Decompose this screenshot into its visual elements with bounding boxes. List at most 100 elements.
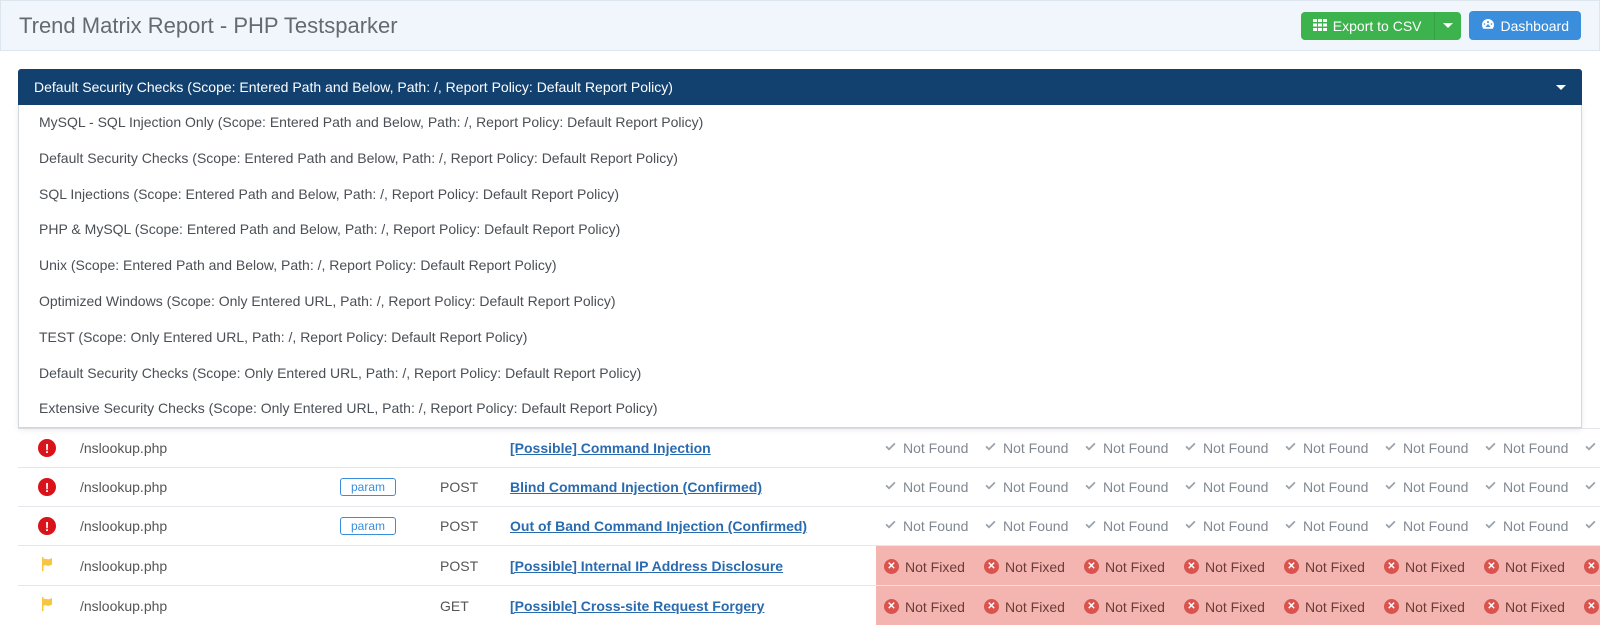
not-fixed-icon: ✕ xyxy=(884,599,899,614)
status-cell: Not Found xyxy=(1276,429,1376,468)
status-label: Not Found xyxy=(1203,518,1268,534)
vulnerability-cell: Blind Command Injection (Confirmed) xyxy=(502,468,876,507)
param-cell: param xyxy=(332,468,432,507)
table-row: /nslookup.phpGET[Possible] Cross-site Re… xyxy=(18,586,1600,625)
not-fixed-icon: ✕ xyxy=(984,559,999,574)
vulnerability-cell: [Possible] Internal IP Address Disclosur… xyxy=(502,546,876,586)
status-label: Not Found xyxy=(1103,518,1168,534)
table-row: !/nslookup.phpparamPOSTBlind Command Inj… xyxy=(18,468,1600,507)
severity-cell: ! xyxy=(18,429,72,468)
status-label: Not Found xyxy=(1203,479,1268,495)
url-cell: /nslookup.php xyxy=(72,546,332,586)
not-fixed-icon: ✕ xyxy=(1084,559,1099,574)
status-cell: Not Found xyxy=(1276,507,1376,546)
status-cell: Not Found xyxy=(1376,468,1476,507)
vulnerability-link[interactable]: [Possible] Cross-site Request Forgery xyxy=(510,598,764,614)
export-csv-label: Export to CSV xyxy=(1333,18,1422,34)
export-csv-dropdown-button[interactable] xyxy=(1434,12,1461,40)
check-icon xyxy=(1284,518,1297,534)
severity-cell xyxy=(18,546,72,586)
check-icon xyxy=(884,440,897,456)
policy-dropdown-item[interactable]: Unix (Scope: Entered Path and Below, Pat… xyxy=(19,248,1581,284)
policy-select[interactable]: Default Security Checks (Scope: Entered … xyxy=(18,69,1582,105)
status-cell: ✕Not Fixed xyxy=(1176,546,1276,586)
vulnerability-link[interactable]: [Possible] Internal IP Address Disclosur… xyxy=(510,558,783,574)
url-cell: /nslookup.php xyxy=(72,586,332,625)
not-fixed-icon: ✕ xyxy=(1084,599,1099,614)
status-label: Not Found xyxy=(1103,479,1168,495)
check-icon xyxy=(1284,440,1297,456)
status-cell: Not Found xyxy=(976,429,1076,468)
check-icon xyxy=(1584,479,1597,495)
status-cell: ✕Not Fixed xyxy=(1276,546,1376,586)
vulnerability-link[interactable]: [Possible] Command Injection xyxy=(510,440,711,456)
status-label: Not Found xyxy=(1003,518,1068,534)
check-icon xyxy=(1584,440,1597,456)
status-label: Not Found xyxy=(903,518,968,534)
vulnerability-link[interactable]: Out of Band Command Injection (Confirmed… xyxy=(510,518,807,534)
check-icon xyxy=(884,479,897,495)
gauge-icon xyxy=(1481,17,1495,34)
check-icon xyxy=(984,518,997,534)
status-label: Not Fixed xyxy=(1005,559,1065,575)
param-tag[interactable]: param xyxy=(340,517,396,535)
status-cell: ✕ Not Fixed xyxy=(876,546,976,586)
param-tag[interactable]: param xyxy=(340,478,396,496)
critical-icon: ! xyxy=(38,439,56,457)
status-label: Not Fixed xyxy=(1305,559,1365,575)
not-fixed-icon: ✕ xyxy=(1184,559,1199,574)
status-label: Not Found xyxy=(1503,440,1568,456)
not-fixed-icon: ✕ xyxy=(1584,559,1599,574)
not-fixed-icon: ✕ xyxy=(1184,599,1199,614)
page-title: Trend Matrix Report - PHP Testsparker xyxy=(19,13,398,39)
url-cell: /nslookup.php xyxy=(72,507,332,546)
status-label: Not Fixed xyxy=(1505,599,1565,615)
status-label: Not Found xyxy=(1303,479,1368,495)
vulnerability-cell: [Possible] Cross-site Request Forgery xyxy=(502,586,876,625)
status-cell: ✕Not Fixed xyxy=(1376,546,1476,586)
policy-dropdown-item[interactable]: TEST (Scope: Only Entered URL, Path: /, … xyxy=(19,320,1581,356)
policy-dropdown-item[interactable]: PHP & MySQL (Scope: Entered Path and Bel… xyxy=(19,212,1581,248)
critical-icon: ! xyxy=(38,517,56,535)
status-cell: Not Found xyxy=(876,507,976,546)
param-cell xyxy=(332,546,432,586)
export-button-group: Export to CSV xyxy=(1301,12,1461,40)
dashboard-button[interactable]: Dashboard xyxy=(1469,11,1582,40)
policy-dropdown-item[interactable]: Default Security Checks (Scope: Only Ent… xyxy=(19,356,1581,392)
not-fixed-icon: ✕ xyxy=(1384,559,1399,574)
check-icon xyxy=(884,518,897,534)
not-fixed-icon: ✕ xyxy=(984,599,999,614)
not-fixed-icon: ✕ xyxy=(1384,599,1399,614)
policy-dropdown-item[interactable]: Extensive Security Checks (Scope: Only E… xyxy=(19,391,1581,427)
status-cell: ✕Not Fixed xyxy=(1376,586,1476,625)
export-csv-button[interactable]: Export to CSV xyxy=(1301,12,1434,40)
not-fixed-icon: ✕ xyxy=(884,559,899,574)
critical-icon: ! xyxy=(38,478,56,496)
status-label: Not Found xyxy=(1403,440,1468,456)
status-label: Not Found xyxy=(1403,479,1468,495)
flag-icon xyxy=(39,596,55,615)
status-label: Not Fixed xyxy=(1205,599,1265,615)
status-label: Not Found xyxy=(903,440,968,456)
policy-dropdown-item[interactable]: MySQL - SQL Injection Only (Scope: Enter… xyxy=(19,105,1581,141)
page-header: Trend Matrix Report - PHP Testsparker Ex… xyxy=(0,0,1600,51)
status-label: Not Found xyxy=(1003,479,1068,495)
policy-dropdown-item[interactable]: SQL Injections (Scope: Entered Path and … xyxy=(19,177,1581,213)
policy-select-value: Default Security Checks (Scope: Entered … xyxy=(34,79,673,95)
table-row: !/nslookup.phpparamPOSTOut of Band Comma… xyxy=(18,507,1600,546)
vuln-table-area: ! /nslookup.php [Possible] Command Injecti… xyxy=(18,428,1582,625)
dashboard-label: Dashboard xyxy=(1501,18,1570,34)
policy-dropdown-item[interactable]: Default Security Checks (Scope: Entered … xyxy=(19,141,1581,177)
check-icon xyxy=(1184,440,1197,456)
status-label: Not Fixed xyxy=(905,559,965,575)
vulnerability-link[interactable]: Blind Command Injection (Confirmed) xyxy=(510,479,762,495)
method-cell: POST xyxy=(432,468,502,507)
status-cell: Not Found xyxy=(1576,507,1600,546)
url-cell: /nslookup.php xyxy=(72,429,332,468)
policy-dropdown-item[interactable]: Optimized Windows (Scope: Only Entered U… xyxy=(19,284,1581,320)
param-cell xyxy=(332,586,432,625)
status-label: Not Fixed xyxy=(1005,599,1065,615)
check-icon xyxy=(1484,440,1497,456)
method-cell: POST xyxy=(432,546,502,586)
status-cell: Not Found xyxy=(1376,429,1476,468)
